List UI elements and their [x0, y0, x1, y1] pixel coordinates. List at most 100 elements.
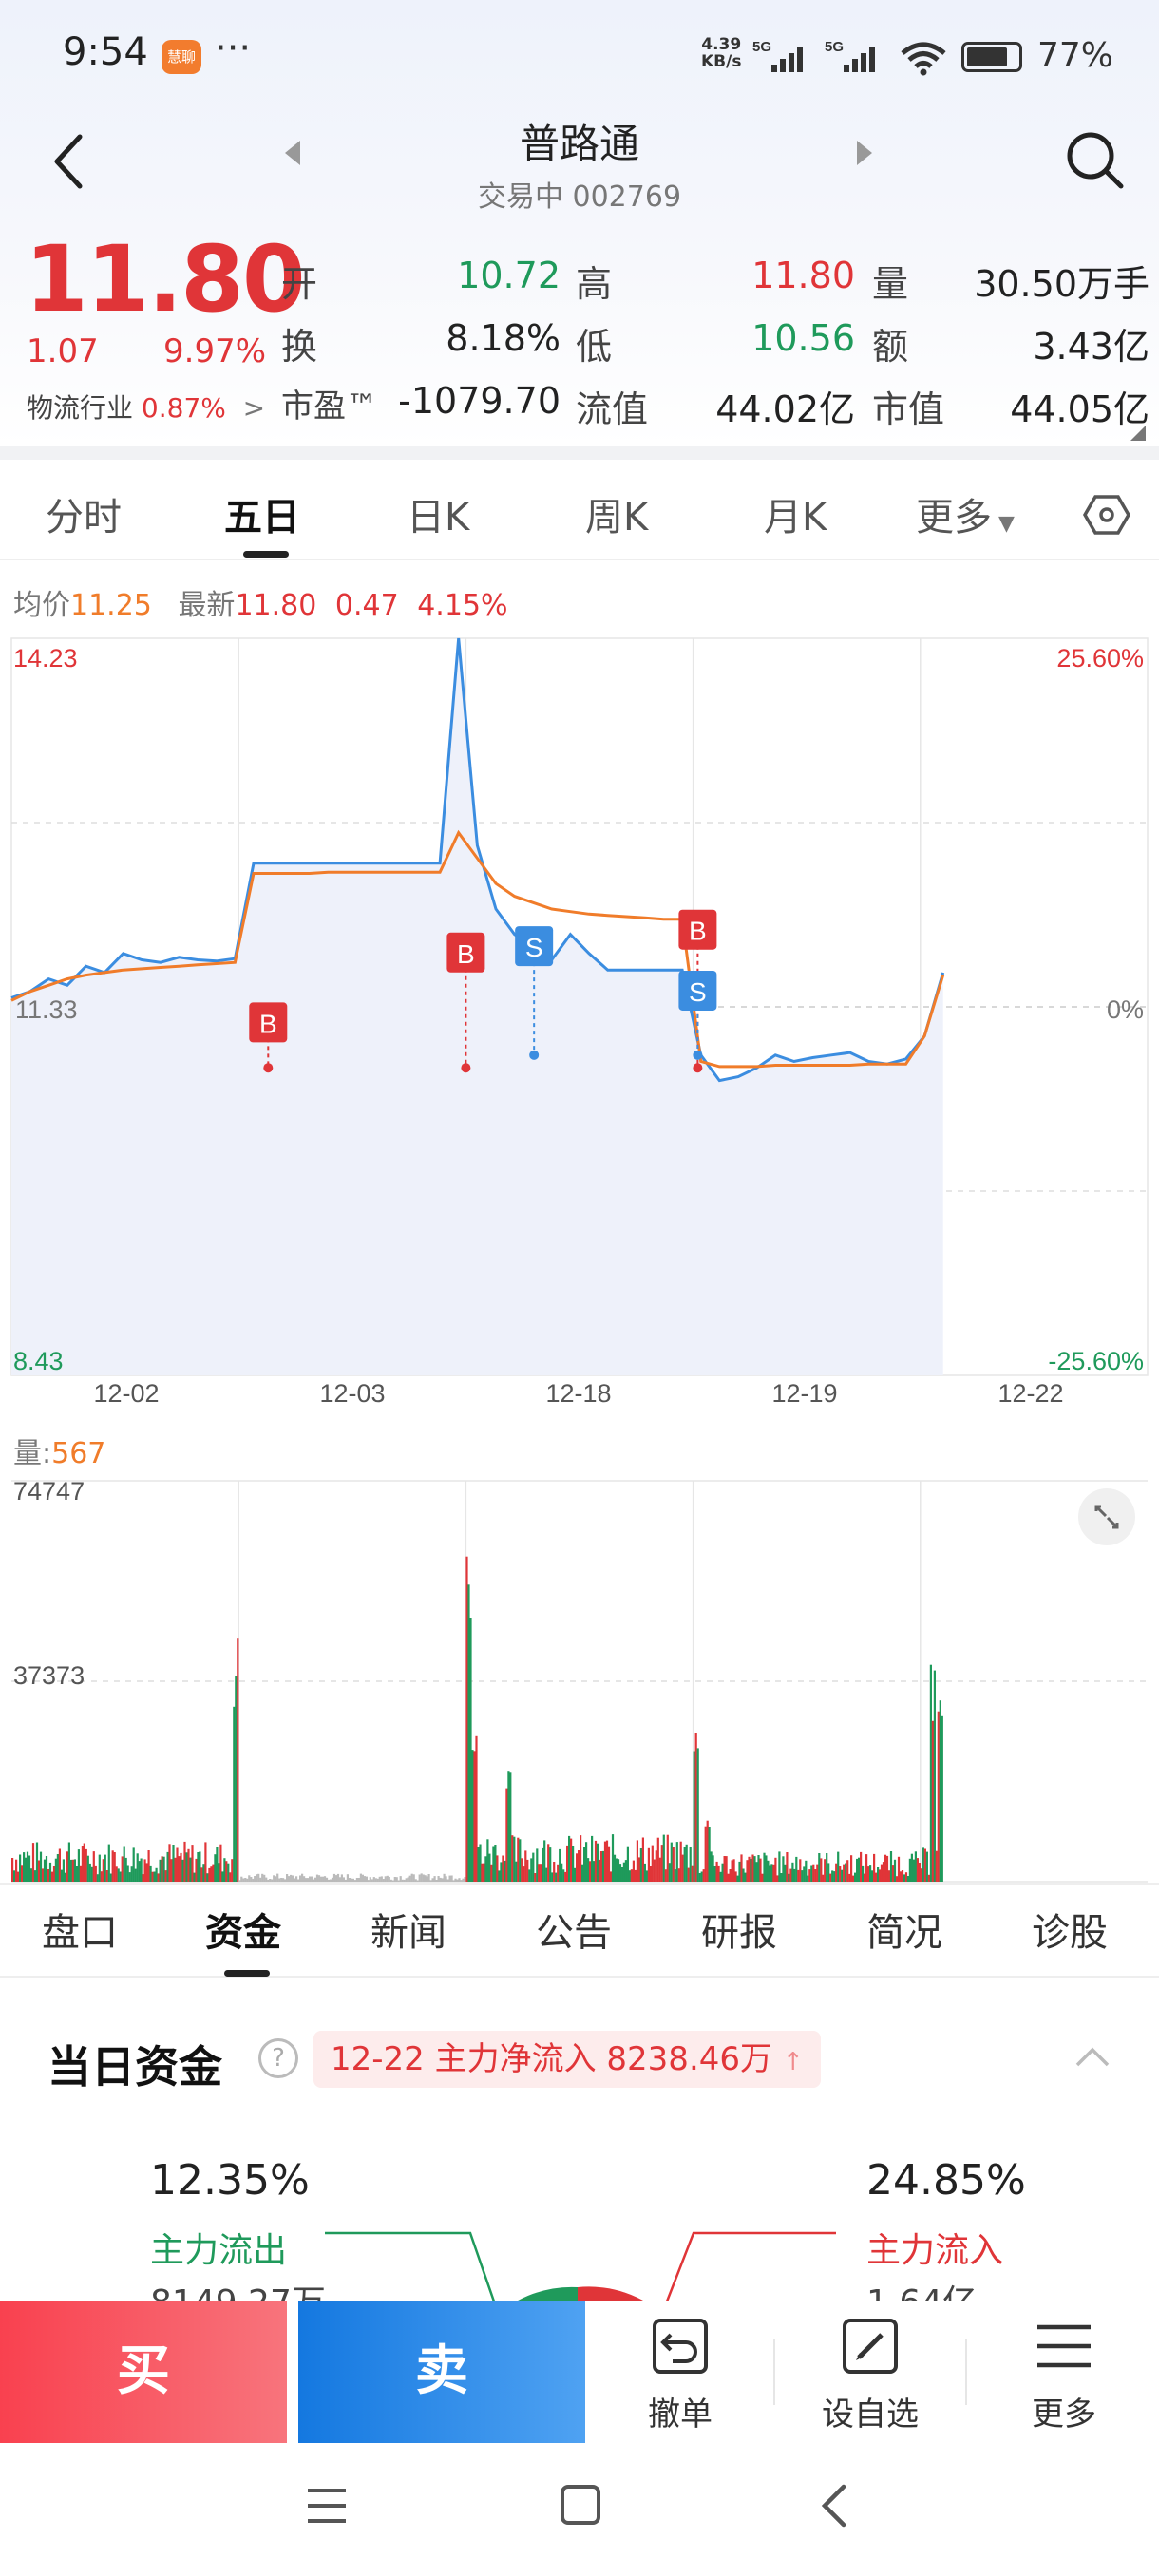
volume-bar: [636, 1840, 638, 1882]
volume-bar: [843, 1864, 846, 1882]
volume-bar: [822, 1874, 825, 1882]
volume-bar: [666, 1834, 669, 1882]
volume-bar: [551, 1872, 554, 1882]
volume-bar: [755, 1862, 758, 1882]
volume-bar: [780, 1873, 783, 1882]
volume-bar: [509, 1772, 512, 1882]
tab-daily-k[interactable]: 日K: [407, 496, 470, 540]
volume-bar: [689, 1847, 692, 1882]
volume-bar: [748, 1856, 750, 1882]
header-background: [0, 0, 1159, 446]
divider: [965, 2339, 967, 2405]
volume-grid: [11, 1480, 1148, 1883]
tab-announcements[interactable]: 公告: [536, 1911, 612, 1955]
volume-bar: [668, 1863, 671, 1882]
add-watchlist-button[interactable]: 设自选: [775, 2301, 965, 2443]
volume-bar: [727, 1873, 730, 1882]
volume-bar: [37, 1860, 41, 1882]
tab-diagnosis[interactable]: 诊股: [1032, 1911, 1108, 1955]
tab-orderbook[interactable]: 盘口: [42, 1911, 118, 1955]
volume-bar: [410, 1873, 413, 1882]
amount-value: 3.43亿: [1033, 326, 1150, 368]
volume-bar: [136, 1853, 139, 1882]
next-stock-icon[interactable]: [853, 139, 876, 167]
volume-bar: [450, 1875, 453, 1882]
volume-bar: [317, 1875, 321, 1882]
volume-bar: [496, 1855, 499, 1882]
volume-bar: [677, 1868, 680, 1882]
x-tick-label: 12-03: [319, 1379, 385, 1408]
collapse-icon[interactable]: [1074, 2046, 1112, 2069]
y-base-label: 11.33: [15, 995, 78, 1024]
volume-bar: [655, 1850, 657, 1882]
search-icon[interactable]: [1064, 129, 1127, 192]
tab-five-day[interactable]: 五日: [224, 496, 300, 540]
pct-max-label: 25.60%: [1056, 644, 1144, 672]
volume-bar: [41, 1868, 45, 1882]
tab-news[interactable]: 新闻: [370, 1911, 446, 1955]
five-day-price-chart[interactable]: B B S B S 14.23 11.33 8.43 25.60% 0% -25.60%…: [0, 627, 1159, 1415]
home-icon[interactable]: [559, 2483, 602, 2527]
volume-chart[interactable]: 74747 37373: [0, 1468, 1159, 1885]
volume-bar: [370, 1879, 373, 1882]
volume-bar: [691, 1865, 694, 1882]
prev-stock-icon[interactable]: [281, 139, 304, 167]
volume-bar: [43, 1859, 47, 1882]
volume-bar: [102, 1859, 104, 1882]
volume-bar: [713, 1866, 716, 1882]
volume-bar: [580, 1835, 582, 1882]
tab-research[interactable]: 研报: [701, 1911, 777, 1955]
volume-bar: [536, 1848, 539, 1882]
volume-bar: [221, 1871, 224, 1882]
add-watchlist-label: 设自选: [822, 2396, 919, 2434]
volume-bar: [530, 1858, 533, 1882]
tab-monthly-k[interactable]: 月K: [764, 496, 827, 540]
volume-bar: [852, 1875, 855, 1882]
volume-bar: [935, 1850, 938, 1882]
cancel-order-button[interactable]: 撤单: [585, 2301, 775, 2443]
volume-bar: [617, 1859, 620, 1882]
volume-bar: [357, 1878, 360, 1882]
chart-settings-icon[interactable]: [1083, 494, 1130, 536]
volume-bar: [172, 1845, 175, 1882]
volume-bar: [776, 1875, 779, 1882]
volume-bar: [214, 1854, 217, 1882]
volume-bar: [312, 1879, 315, 1882]
volume-bar: [613, 1854, 617, 1882]
volume-bar: [609, 1871, 613, 1882]
fullscreen-icon[interactable]: [1078, 1488, 1135, 1545]
volume-bar: [174, 1857, 177, 1882]
volume-bar: [420, 1873, 423, 1882]
volume-bar: [378, 1876, 381, 1882]
volume-bar: [433, 1876, 436, 1882]
industry-link[interactable]: 物流行业 0.87% >: [27, 388, 265, 426]
volume-bar: [920, 1868, 922, 1882]
volume-bar: [875, 1872, 878, 1882]
volume-bar: [547, 1844, 550, 1882]
tab-intraday[interactable]: 分时: [46, 496, 122, 540]
volume-bar: [426, 1876, 428, 1882]
network-speed: 4.39 KB/s: [701, 36, 741, 70]
recent-apps-icon[interactable]: [306, 2485, 348, 2527]
help-icon[interactable]: ?: [258, 2038, 298, 2078]
tab-more[interactable]: 更多 ▼: [916, 486, 1015, 541]
vol-mid-label: 37373: [13, 1661, 85, 1690]
back-icon[interactable]: [49, 133, 87, 190]
tab-weekly-k[interactable]: 周K: [585, 496, 649, 540]
volume-bar: [92, 1851, 95, 1882]
sell-button[interactable]: 卖: [298, 2301, 585, 2443]
more-button[interactable]: 更多: [969, 2301, 1159, 2443]
stock-code-status: 交易中 002769: [477, 180, 682, 214]
volume-bar: [244, 1878, 247, 1882]
volume-bar: [769, 1865, 771, 1882]
tab-capital[interactable]: 资金: [205, 1911, 281, 1955]
expand-corner-icon[interactable]: [1130, 426, 1146, 441]
back-nav-icon[interactable]: [817, 2483, 849, 2529]
volume-bar: [725, 1856, 728, 1882]
volume-bar: [660, 1845, 663, 1882]
buy-button[interactable]: 买: [0, 2301, 287, 2443]
tab-profile[interactable]: 简况: [866, 1911, 942, 1955]
volume-bar: [269, 1879, 272, 1882]
volume-bar: [511, 1835, 514, 1882]
info-tabs: 盘口 资金 新闻 公告 研报 简况 诊股: [0, 1883, 1159, 1978]
